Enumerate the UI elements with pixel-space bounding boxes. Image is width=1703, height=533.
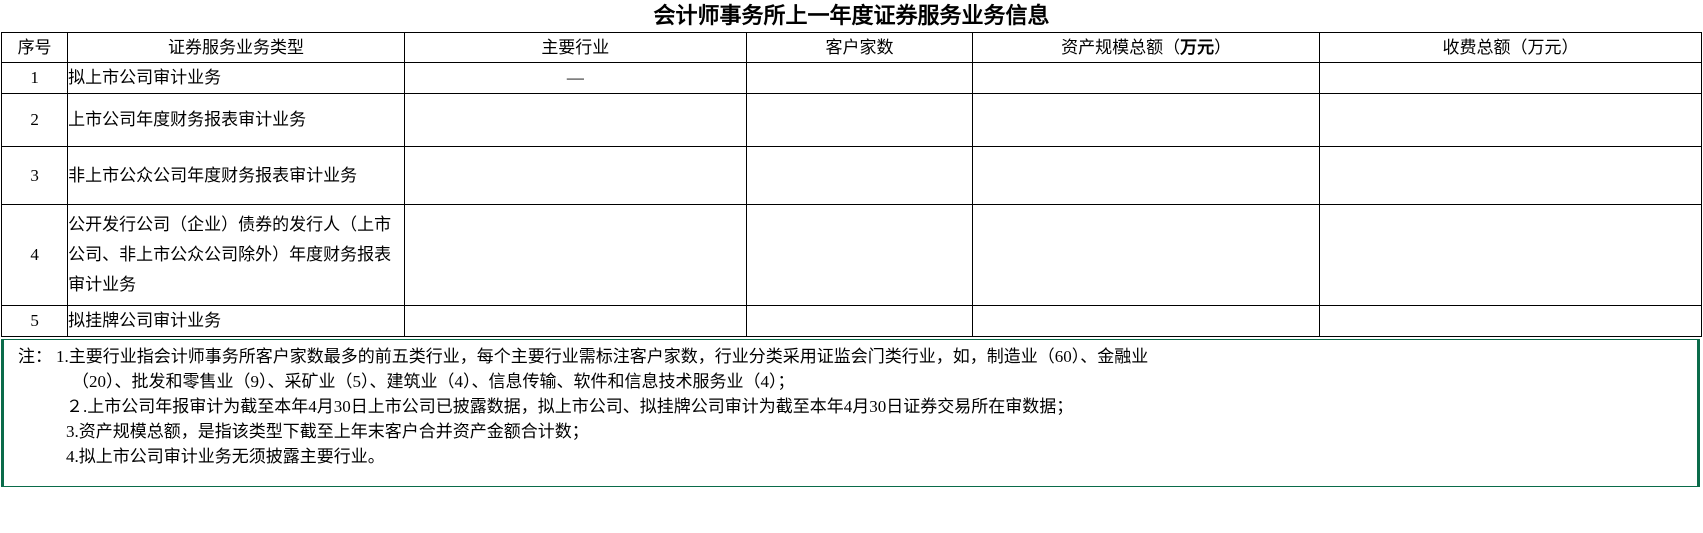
table-row: 4 公开发行公司（企业）债券的发行人（上市公司、非上市公众公司除外）年度财务报表…: [0, 204, 1702, 306]
cell-main-industry[interactable]: —: [403, 62, 747, 94]
cell-business-type: 上市公司年度财务报表审计业务: [67, 93, 405, 147]
table-body: 1 拟上市公司审计业务 — 2 上市公司年度财务报表审计业务 3 非上市公众公司…: [0, 62, 1702, 337]
cell-main-industry[interactable]: [403, 146, 747, 205]
table-row: 5 拟挂牌公司审计业务: [0, 305, 1702, 337]
cell-client-count[interactable]: [745, 93, 974, 147]
cell-client-count[interactable]: [745, 204, 974, 306]
cell-sequence-number: 4: [0, 204, 69, 306]
note-line: 4.拟上市公司审计业务无须披露主要行业。: [66, 447, 385, 466]
table-row: 2 上市公司年度财务报表审计业务: [0, 93, 1702, 147]
table-header-row: 序号 证券服务业务类型 主要行业 客户家数 资产规模总额（万元） 收费总额（万元…: [0, 32, 1702, 63]
note-line: ２.上市公司年报审计为截至本年4月30日上市公司已披露数据，拟上市公司、拟挂牌公…: [66, 397, 1074, 416]
table-row: 3 非上市公众公司年度财务报表审计业务: [0, 146, 1702, 205]
cell-main-industry[interactable]: [403, 305, 747, 337]
note-line: 3.资产规模总额，是指该类型下截至上年末客户合并资产金额合计数；: [66, 422, 589, 441]
header-total-fee: 收费总额（万元）: [1319, 32, 1702, 63]
cell-client-count[interactable]: [745, 305, 974, 337]
cell-sequence-number: 3: [0, 146, 69, 205]
notes-section: 注： 1.主要行业指会计师事务所客户家数最多的前五类行业，每个主要行业需标注客户…: [1, 339, 1700, 487]
cell-total-asset-scale[interactable]: [972, 93, 1321, 147]
cell-total-fee[interactable]: [1319, 62, 1702, 94]
header-business-type: 证券服务业务类型: [67, 32, 405, 63]
securities-business-table: 序号 证券服务业务类型 主要行业 客户家数 资产规模总额（万元） 收费总额（万元…: [0, 32, 1702, 337]
cell-total-asset-scale[interactable]: [972, 204, 1321, 306]
header-asset-unit: 万元: [1180, 38, 1215, 57]
cell-sequence-number: 1: [0, 62, 69, 94]
header-sequence-number: 序号: [0, 32, 69, 63]
cell-business-type: 非上市公众公司年度财务报表审计业务: [67, 146, 405, 205]
note-text: 1.主要行业指会计师事务所客户家数最多的前五类行业，每个主要行业需标注客户家数，…: [56, 347, 1149, 366]
header-asset-prefix: 资产规模总额（: [1061, 38, 1181, 57]
cell-client-count[interactable]: [745, 146, 974, 205]
cell-sequence-number: 2: [0, 93, 69, 147]
cell-client-count[interactable]: [745, 62, 974, 94]
cell-total-asset-scale[interactable]: [972, 62, 1321, 94]
table-header: 序号 证券服务业务类型 主要行业 客户家数 资产规模总额（万元） 收费总额（万元…: [0, 32, 1702, 63]
header-main-industry: 主要行业: [403, 32, 747, 63]
cell-total-fee[interactable]: [1319, 93, 1702, 147]
cell-business-type: 拟挂牌公司审计业务: [67, 305, 405, 337]
cell-total-asset-scale[interactable]: [972, 146, 1321, 205]
note-line: 注： 1.主要行业指会计师事务所客户家数最多的前五类行业，每个主要行业需标注客户…: [10, 344, 1691, 369]
cell-business-type: 公开发行公司（企业）债券的发行人（上市公司、非上市公众公司除外）年度财务报表审计…: [67, 204, 405, 306]
header-client-count: 客户家数: [745, 32, 974, 63]
cell-main-industry[interactable]: [403, 93, 747, 147]
page-title: 会计师事务所上一年度证券服务业务信息: [653, 3, 1050, 28]
cell-total-asset-scale[interactable]: [972, 305, 1321, 337]
header-total-asset-scale: 资产规模总额（万元）: [972, 32, 1321, 63]
cell-sequence-number: 5: [0, 305, 69, 337]
table-row: 1 拟上市公司审计业务 —: [0, 62, 1702, 94]
cell-total-fee[interactable]: [1319, 305, 1702, 337]
note-line: （20）、批发和零售业（9）、采矿业（5）、建筑业（4）、信息传输、软件和信息技…: [72, 372, 795, 391]
notes-label: 注：: [18, 347, 52, 366]
cell-total-fee[interactable]: [1319, 146, 1702, 205]
cell-total-fee[interactable]: [1319, 204, 1702, 306]
cell-main-industry[interactable]: [403, 204, 747, 306]
header-asset-suffix: ）: [1214, 38, 1232, 57]
cell-business-type: 拟上市公司审计业务: [67, 62, 405, 94]
